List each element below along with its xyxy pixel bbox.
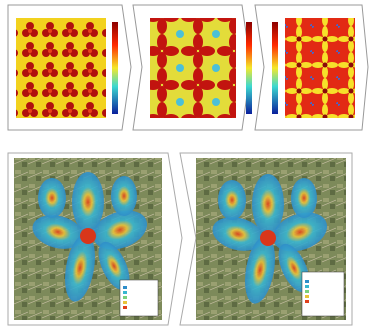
colorbar xyxy=(272,22,278,114)
legend xyxy=(301,271,345,317)
colorbar xyxy=(246,22,252,114)
heatmap xyxy=(16,18,106,118)
heatmap xyxy=(150,18,236,118)
legend-swatches xyxy=(305,280,309,303)
legend-swatches xyxy=(123,286,127,309)
heatmap xyxy=(285,18,355,118)
colorbar xyxy=(112,22,118,114)
